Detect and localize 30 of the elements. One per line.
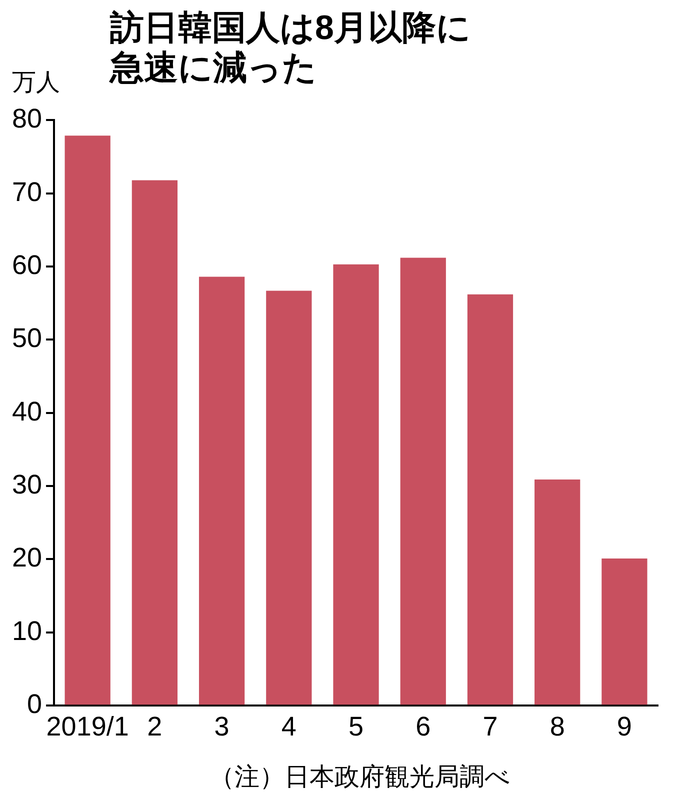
y-tick-label: 60 (12, 250, 42, 280)
y-tick-label: 0 (27, 689, 42, 720)
y-axis-title: 万人 (12, 68, 60, 98)
bar (467, 294, 514, 705)
y-tick-label: 50 (12, 323, 42, 354)
bar (602, 558, 648, 705)
chart-title: 訪日韓国人は8月以降に急速に減った (110, 8, 472, 88)
x-tick-label: 8 (550, 711, 565, 742)
x-tick-label: 3 (214, 711, 230, 742)
x-tick-label: 5 (348, 711, 364, 742)
bar (198, 276, 245, 705)
x-tick-label: 6 (416, 711, 431, 742)
text: （注）日本政府観光局調べ (208, 762, 512, 793)
bar (534, 479, 580, 705)
y-tick-label: 10 (12, 616, 42, 646)
x-tick-label: 9 (616, 711, 632, 742)
x-tick-label: 4 (281, 711, 296, 742)
y-tick-label: 30 (12, 470, 42, 500)
bar (64, 136, 110, 705)
bar (333, 264, 379, 705)
bar (132, 180, 178, 705)
x-tick-label: 2 (147, 711, 162, 742)
bar (266, 290, 312, 705)
y-tick-label: 20 (12, 542, 42, 573)
x-tick-label: 7 (482, 711, 498, 742)
x-tick-label: 2019/1 (46, 711, 129, 742)
y-tick-label: 80 (12, 104, 42, 134)
y-tick-label: 40 (12, 396, 42, 426)
bar (400, 258, 446, 705)
y-tick-label: 70 (12, 176, 42, 207)
